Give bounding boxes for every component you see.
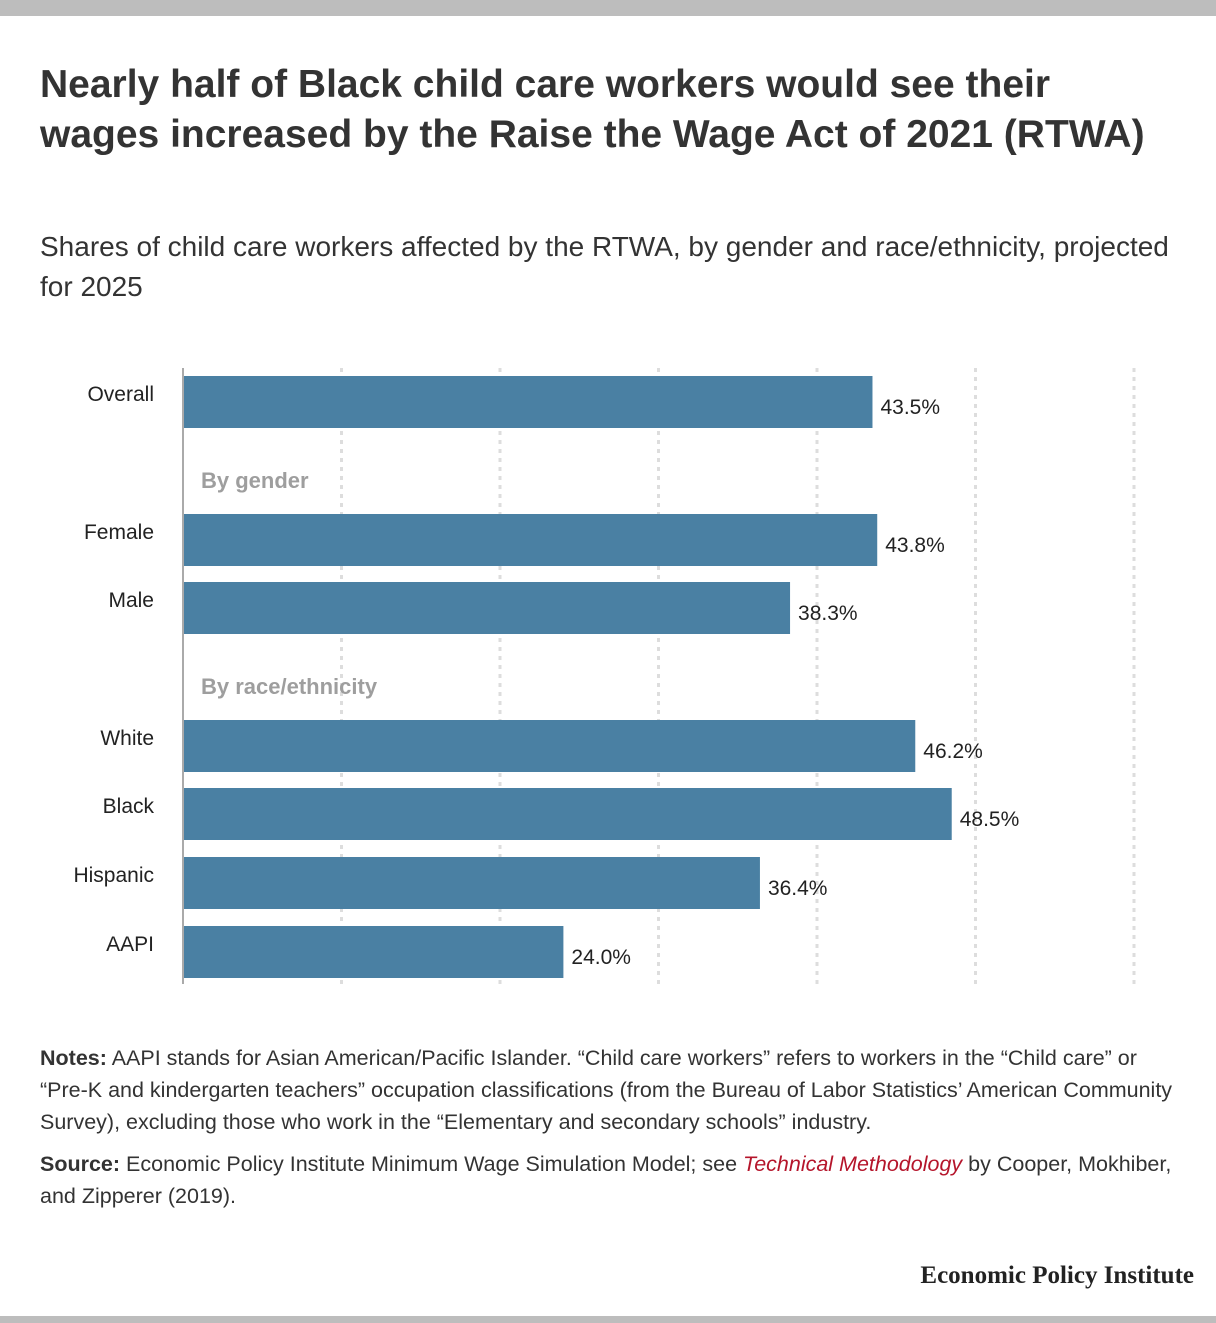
category-label: Black bbox=[103, 795, 155, 818]
chart-title: Nearly half of Black child care workers … bbox=[40, 63, 1145, 156]
data-label: 43.5% bbox=[880, 396, 940, 419]
source-text: Economic Policy Institute Minimum Wage S… bbox=[126, 1152, 738, 1176]
source-paragraph: Source: Economic Policy Institute Minimu… bbox=[40, 1148, 1190, 1212]
chart-subtitle: Shares of child care workers affected by… bbox=[40, 231, 1169, 302]
notes-label: Notes: bbox=[40, 1046, 107, 1070]
group-heading: By gender bbox=[201, 468, 309, 493]
category-label: AAPI bbox=[106, 933, 154, 956]
category-label: Male bbox=[108, 589, 154, 612]
data-label: 24.0% bbox=[571, 946, 631, 969]
data-label: 36.4% bbox=[768, 877, 828, 900]
epi-logo-text: Economic Policy Institute bbox=[920, 1262, 1194, 1289]
top-rule bbox=[0, 0, 1216, 16]
technical-methodology-link[interactable]: Technical Methodology bbox=[743, 1152, 963, 1176]
bar bbox=[183, 788, 952, 840]
bar bbox=[183, 376, 873, 428]
notes-text: AAPI stands for Asian American/Pacific I… bbox=[40, 1046, 1173, 1134]
data-label: 46.2% bbox=[923, 740, 983, 763]
source-text-after: by Cooper, Mokhiber, and Zipperer (2019)… bbox=[40, 1152, 1172, 1208]
category-label: Female bbox=[84, 521, 154, 544]
footnotes: Notes: AAPI stands for Asian American/Pa… bbox=[40, 1042, 1190, 1222]
source-label: Source: bbox=[40, 1152, 121, 1176]
bar bbox=[183, 582, 791, 634]
bar bbox=[183, 926, 564, 978]
data-label: 48.5% bbox=[960, 808, 1020, 831]
category-label: Hispanic bbox=[73, 864, 154, 887]
data-label: 38.3% bbox=[798, 602, 858, 625]
bottom-rule bbox=[0, 1316, 1216, 1323]
category-label: Overall bbox=[87, 383, 154, 406]
bar bbox=[183, 857, 760, 909]
group-heading: By race/ethnicity bbox=[201, 674, 378, 699]
category-label: White bbox=[100, 727, 154, 750]
notes-paragraph: Notes: AAPI stands for Asian American/Pa… bbox=[40, 1042, 1190, 1138]
bar bbox=[183, 514, 878, 566]
bar bbox=[183, 720, 916, 772]
data-label: 43.8% bbox=[885, 534, 945, 557]
